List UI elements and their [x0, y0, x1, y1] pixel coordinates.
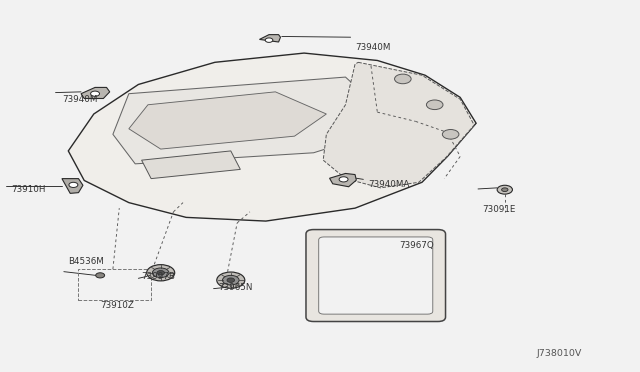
Text: 73910H: 73910H: [11, 185, 45, 194]
FancyBboxPatch shape: [319, 237, 433, 314]
Text: 73940M: 73940M: [62, 95, 97, 104]
Circle shape: [502, 188, 508, 192]
FancyBboxPatch shape: [306, 230, 445, 321]
Polygon shape: [129, 92, 326, 149]
Circle shape: [223, 275, 239, 285]
Circle shape: [442, 129, 459, 139]
Polygon shape: [68, 53, 476, 221]
Circle shape: [69, 182, 78, 187]
Polygon shape: [259, 35, 280, 42]
Polygon shape: [62, 179, 83, 193]
Circle shape: [147, 264, 175, 281]
Bar: [78, 269, 151, 301]
Circle shape: [96, 273, 104, 278]
Circle shape: [157, 270, 164, 275]
Polygon shape: [81, 87, 109, 99]
Circle shape: [227, 278, 235, 282]
Polygon shape: [330, 173, 356, 187]
Text: 73910Z: 73910Z: [100, 301, 134, 311]
Circle shape: [394, 74, 411, 84]
Text: 73091E: 73091E: [483, 205, 516, 215]
Circle shape: [426, 100, 443, 110]
Circle shape: [152, 268, 169, 278]
Polygon shape: [141, 151, 241, 179]
Text: J738010V: J738010V: [537, 350, 582, 359]
Polygon shape: [323, 62, 474, 188]
Text: 73965N: 73965N: [218, 283, 252, 292]
Text: 73997B: 73997B: [141, 272, 175, 281]
Text: 73940MA: 73940MA: [368, 180, 409, 189]
Text: 73967Q: 73967Q: [399, 241, 435, 250]
Circle shape: [91, 91, 100, 96]
Circle shape: [265, 38, 273, 42]
Circle shape: [339, 177, 348, 182]
Polygon shape: [113, 77, 384, 164]
Text: B4536M: B4536M: [68, 257, 104, 266]
Circle shape: [497, 185, 513, 194]
Circle shape: [217, 272, 245, 288]
Text: 73940M: 73940M: [355, 43, 390, 52]
